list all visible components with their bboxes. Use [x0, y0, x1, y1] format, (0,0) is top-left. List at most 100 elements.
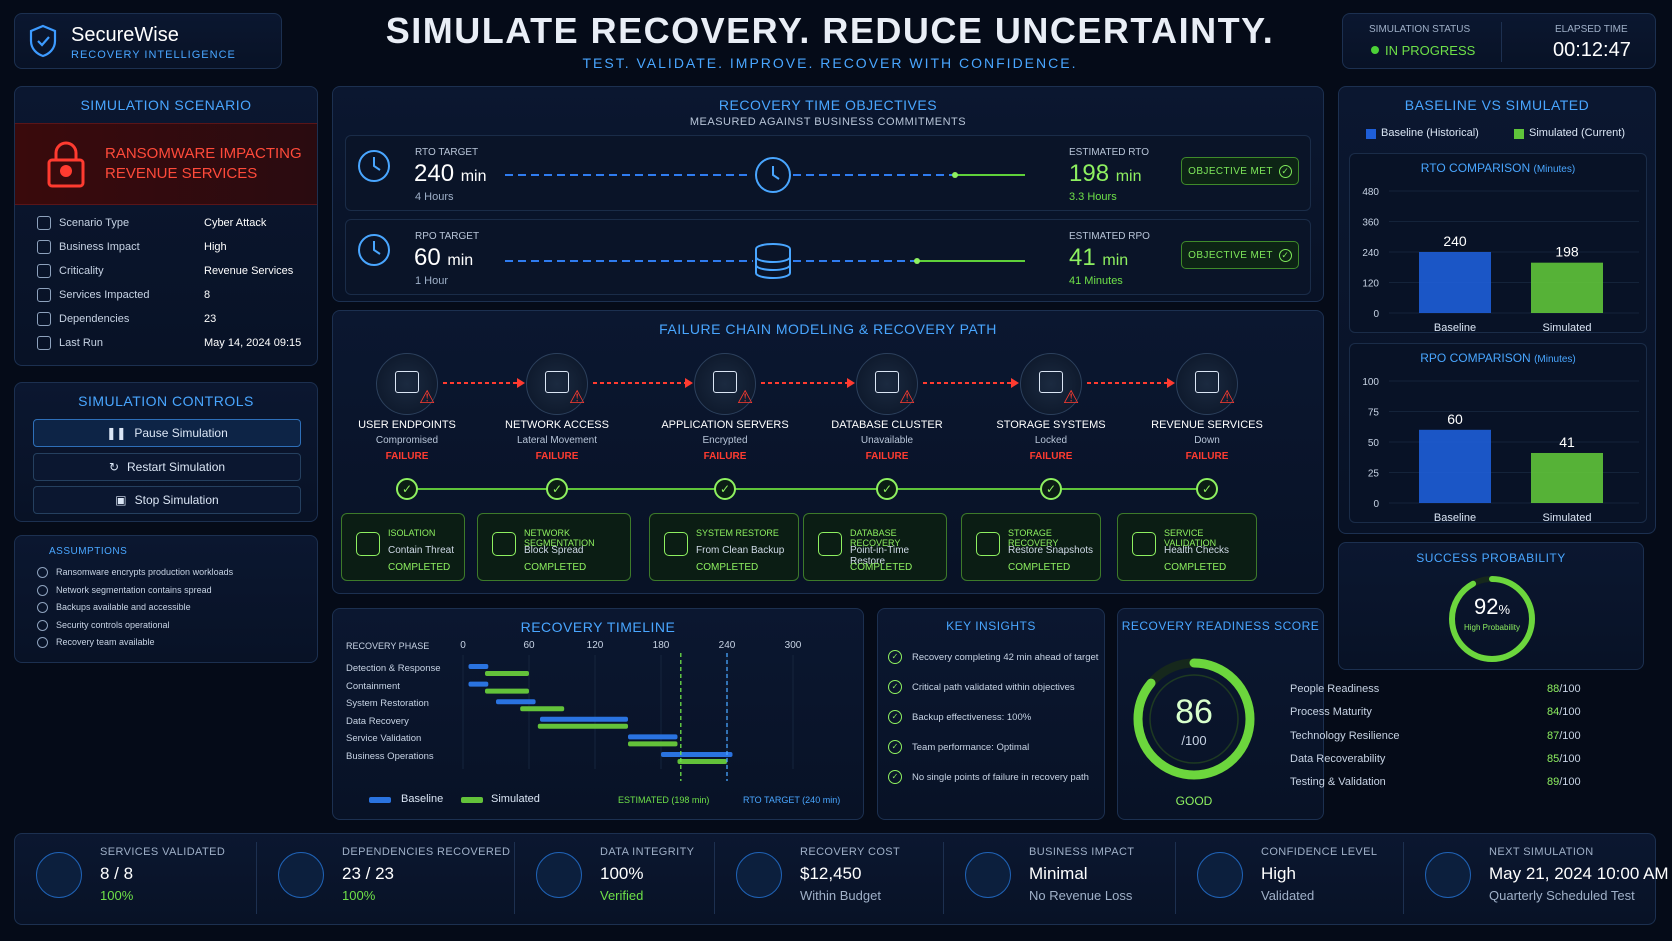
chain-node-status: Encrypted	[702, 435, 748, 446]
readiness-panel: RECOVERY READINESS SCORE 86 /100 GOOD	[1117, 608, 1324, 820]
check-circle-icon: ✓	[1196, 478, 1218, 500]
stat-sub: Validated	[1261, 888, 1315, 903]
bar-value-label: 198	[1555, 244, 1579, 260]
stat-divider	[256, 842, 257, 914]
recovery-step[interactable]: ISOLATION Contain Threat COMPLETED	[341, 513, 465, 581]
recovery-step[interactable]: STORAGE RECOVERY Restore Snapshots COMPLET…	[961, 513, 1101, 581]
stat-value: High	[1261, 864, 1296, 883]
scenario-row-label: Business Impact	[59, 241, 140, 253]
stop-simulation-button[interactable]: ▣ Stop Simulation	[33, 486, 301, 514]
y-tick-label: 0	[1373, 499, 1379, 510]
stat-title: DEPENDENCIES RECOVERED	[342, 846, 511, 858]
timeline-tick: 120	[587, 640, 604, 651]
scenario-row-icon	[37, 264, 51, 278]
assumption-item: Recovery team available	[37, 637, 155, 649]
recovery-step-sub: Point-in-Time Restore	[850, 545, 910, 567]
chain-node-dollar-icon[interactable]	[1176, 353, 1238, 415]
timeline-tick: 0	[460, 640, 466, 651]
scenario-row-value: Cyber Attack	[204, 217, 267, 229]
chain-node-laptop-icon[interactable]	[376, 353, 438, 415]
recovery-step[interactable]: SYSTEM RESTORE From Clean Backup COMPLETED	[649, 513, 799, 581]
bar-value-label: 41	[1559, 434, 1575, 450]
rpo-target-sub: 1 Hour	[415, 275, 449, 287]
database-icon	[818, 532, 842, 556]
insights-panel: KEY INSIGHTS	[877, 608, 1105, 820]
chain-node-title: DATABASE CLUSTER	[831, 419, 943, 431]
stat-value: May 21, 2024 10:00 AM	[1489, 864, 1669, 883]
check-circle-icon: ✓	[888, 770, 902, 784]
users-icon	[965, 852, 1011, 898]
success-label: High Probability	[1463, 623, 1521, 632]
chain-node-server-icon[interactable]	[694, 353, 756, 415]
chain-node-title: APPLICATION SERVERS	[661, 419, 789, 431]
y-tick-label: 120	[1362, 279, 1379, 290]
recovery-step-sub: Block Spread	[524, 545, 584, 556]
timeline-tick: 180	[653, 640, 670, 651]
recovery-step[interactable]: DATABASE RECOVERY Point-in-Time Restore CO…	[803, 513, 947, 581]
check-circle-icon: ✓	[876, 478, 898, 500]
recovery-step[interactable]: NETWORK SEGMENTATION Block Spread COMPLETE…	[477, 513, 631, 581]
scenario-row-value: May 14, 2024 09:15	[204, 337, 302, 349]
est-rto-label: ESTIMATED RTO	[1069, 147, 1150, 158]
pause-icon: ❚❚	[106, 426, 127, 440]
rto-target-marker-label: RTO TARGET (240 min)	[743, 795, 841, 805]
recovery-step[interactable]: SERVICE VALIDATION Health Checks COMPLETED	[1117, 513, 1257, 581]
y-tick-label: 100	[1362, 377, 1379, 388]
assumptions-title: ASSUMPTIONS	[49, 546, 128, 557]
chain-node-failure: FAILURE	[385, 451, 429, 462]
scenario-row-icon	[37, 312, 51, 326]
check-circle-icon	[37, 567, 48, 579]
chain-node-status: Locked	[1034, 435, 1068, 446]
pause-simulation-button[interactable]: ❚❚ Pause Simulation	[33, 419, 301, 447]
scenario-row-value: 8	[204, 289, 211, 301]
shield-icon	[536, 852, 582, 898]
recovery-step-title: ISOLATION	[388, 528, 436, 538]
readiness-item-label: People Readiness	[1290, 683, 1380, 695]
shield-dollar-icon	[736, 852, 782, 898]
insight-item: ✓ Recovery completing 42 min ahead of tar…	[888, 650, 1098, 664]
success-title: SUCCESS PROBABILITY	[1416, 551, 1566, 565]
shield-logo-icon	[29, 24, 57, 58]
legend-simulated-swatch	[461, 797, 483, 803]
laptop-icon	[395, 371, 419, 393]
stat-title: CONFIDENCE LEVEL	[1261, 846, 1378, 858]
chain-node-database-icon[interactable]	[856, 353, 918, 415]
heart-icon	[1132, 532, 1156, 556]
y-tick-label: 360	[1362, 218, 1379, 229]
chain-node-failure: FAILURE	[865, 451, 909, 462]
y-tick-label: 75	[1368, 408, 1380, 419]
check-circle-icon: ✓	[1278, 164, 1292, 178]
rto-target-value: 240 min	[414, 160, 487, 187]
scenario-row-icon	[37, 240, 51, 254]
success-value: 92%	[1473, 594, 1511, 619]
chain-node-status: Lateral Movement	[516, 435, 598, 446]
assumption-item: Backups available and accessible	[37, 602, 191, 614]
status-dot-icon	[1371, 46, 1379, 54]
y-tick-label: 480	[1362, 187, 1379, 198]
chain-node-network-icon[interactable]	[526, 353, 588, 415]
arrow-head-icon	[847, 378, 855, 388]
restart-simulation-button[interactable]: ↻ Restart Simulation	[33, 453, 301, 481]
timeline-tick: 240	[719, 640, 736, 651]
y-tick-label: 0	[1373, 309, 1379, 320]
stat-value: Minimal	[1029, 864, 1088, 883]
warning-icon: ⚠	[1219, 387, 1236, 407]
timeline-phase-label: Business Operations	[346, 751, 434, 762]
shield-check-icon	[1197, 852, 1243, 898]
scenario-banner-text: RANSOMWARE IMPACTING REVENUE SERVICES	[105, 145, 302, 182]
readiness-item-value: 88/100	[1547, 683, 1581, 695]
scenario-row-icon	[37, 216, 51, 230]
timeline-simulated-bar	[537, 723, 628, 729]
readiness-grade: GOOD	[1175, 794, 1213, 808]
stat-4: BUSINESS IMPACT Minimal No Revenue Loss	[1029, 846, 1134, 903]
comparison-charts: 480 360 240 120 0 240 Baseline 198 Simulated 100 7…	[1362, 187, 1639, 524]
stat-divider	[1175, 842, 1176, 914]
assumption-item: Network segmentation contains spread	[37, 585, 212, 596]
scenario-row-label: Dependencies	[59, 313, 130, 325]
stat-sub: Quarterly Scheduled Test	[1489, 888, 1635, 903]
chain-node-storage-icon[interactable]	[1020, 353, 1082, 415]
est-rpo-sub: 41 Minutes	[1069, 275, 1123, 287]
timeline-phase-label: System Restoration	[346, 698, 429, 710]
elapsed-time: 00:12:47	[1553, 39, 1631, 61]
arrow-head-icon	[1011, 378, 1019, 388]
